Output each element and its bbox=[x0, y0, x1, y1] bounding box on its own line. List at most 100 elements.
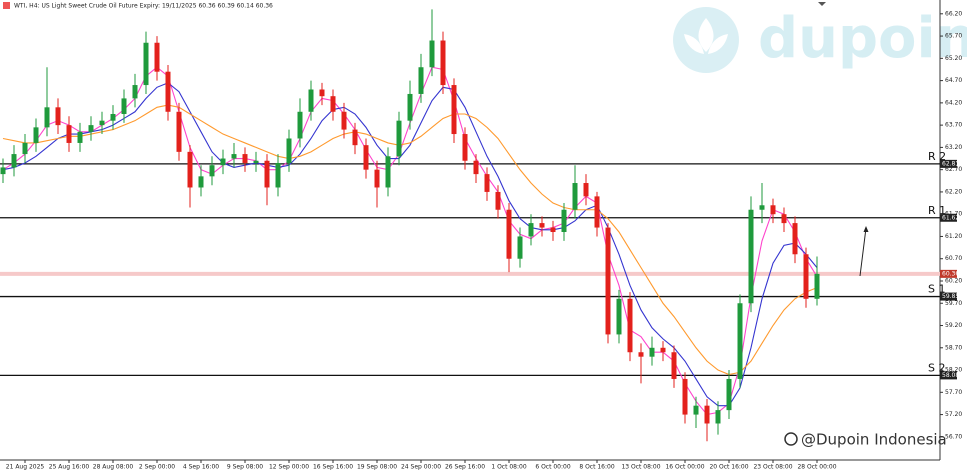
price-band bbox=[0, 271, 940, 276]
candle-body bbox=[396, 120, 402, 157]
y-tick-label: 56.70 bbox=[945, 433, 962, 440]
candle-body bbox=[770, 205, 776, 215]
level-name: R 2 bbox=[928, 150, 946, 163]
x-tick-label: 2 Sep 00:00 bbox=[139, 464, 175, 471]
candle-body bbox=[462, 134, 468, 161]
menu-caret bbox=[818, 2, 826, 6]
level-name: S 1 bbox=[928, 283, 945, 296]
candle-body bbox=[660, 347, 666, 353]
candle-body bbox=[638, 352, 644, 357]
candle-body bbox=[341, 111, 347, 130]
candle-body bbox=[715, 410, 721, 424]
candle-body bbox=[385, 156, 391, 188]
candle-body bbox=[517, 236, 523, 259]
candle-body bbox=[429, 40, 435, 68]
candle-body bbox=[814, 273, 820, 299]
candle-body bbox=[297, 111, 303, 139]
candle-body bbox=[671, 352, 677, 379]
candle-body bbox=[792, 223, 798, 255]
candle-body bbox=[352, 129, 358, 146]
candle-body bbox=[242, 154, 248, 163]
x-tick-label: 9 Sep 08:00 bbox=[227, 464, 263, 471]
x-tick-label: 25 Aug 16:00 bbox=[49, 464, 90, 471]
x-tick-label: 28 Aug 08:00 bbox=[93, 464, 134, 471]
candle-body bbox=[726, 378, 732, 411]
y-tick-label: 60.70 bbox=[945, 255, 962, 262]
x-tick-label: 16 Oct 00:00 bbox=[665, 464, 704, 471]
candle-body bbox=[407, 93, 413, 121]
candle-body bbox=[561, 209, 567, 233]
trend-arrow-head bbox=[863, 226, 869, 232]
y-tick-label: 57.70 bbox=[945, 389, 962, 396]
candle-body bbox=[154, 42, 160, 72]
candle-body bbox=[253, 160, 259, 163]
candle-body bbox=[308, 89, 314, 112]
candle-body bbox=[11, 154, 17, 168]
x-tick-label: 12 Sep 00:00 bbox=[269, 464, 309, 471]
candle-body bbox=[187, 151, 193, 188]
x-tick-label: 23 Oct 08:00 bbox=[753, 464, 792, 471]
y-tick-label: 61.70 bbox=[945, 211, 962, 218]
candle-body bbox=[803, 254, 809, 299]
x-tick-label: 13 Oct 08:00 bbox=[621, 464, 660, 471]
level-tag bbox=[940, 213, 957, 222]
candle-body bbox=[704, 405, 710, 424]
candle-body bbox=[209, 165, 215, 177]
candle-body bbox=[594, 196, 600, 228]
y-tick-label: 58.20 bbox=[945, 367, 962, 374]
candle-body bbox=[319, 89, 325, 97]
moving-average bbox=[2, 82, 818, 407]
candle-body bbox=[682, 378, 688, 415]
level-name: S 2 bbox=[928, 361, 945, 374]
candle-body bbox=[583, 183, 589, 197]
candle-body bbox=[539, 223, 545, 228]
y-tick-label: 60.20 bbox=[945, 277, 962, 284]
candle-body bbox=[0, 167, 6, 175]
header: WTI, H4: US Light Sweet Crude Oil Future… bbox=[14, 3, 273, 10]
candle-body bbox=[55, 107, 61, 126]
y-tick-label: 64.20 bbox=[945, 99, 962, 106]
candle-body bbox=[110, 113, 116, 121]
y-tick-label: 65.20 bbox=[945, 55, 962, 62]
candle-body bbox=[88, 125, 94, 132]
watermark-logo bbox=[673, 7, 739, 73]
price-label: 60.36 bbox=[942, 270, 959, 277]
x-tick-label: 1 Oct 08:00 bbox=[491, 464, 526, 471]
y-tick-label: 65.70 bbox=[945, 33, 962, 40]
candle-body bbox=[176, 111, 182, 152]
y-tick-label: 62.70 bbox=[945, 166, 962, 173]
candle-body bbox=[66, 125, 72, 143]
level-value: 59.85 bbox=[942, 293, 959, 300]
y-tick-label: 58.70 bbox=[945, 344, 962, 351]
candle-body bbox=[330, 96, 336, 112]
x-tick-label: 16 Sep 16:00 bbox=[313, 464, 353, 471]
candle-body bbox=[484, 174, 490, 192]
candle-body bbox=[165, 71, 171, 112]
y-tick-label: 63.70 bbox=[945, 122, 962, 129]
x-tick-label: 6 Oct 00:00 bbox=[535, 464, 570, 471]
candle-body bbox=[44, 107, 50, 128]
candle-body bbox=[418, 67, 424, 94]
candle-body bbox=[473, 160, 479, 175]
candle-body bbox=[693, 405, 699, 415]
y-tick-label: 57.20 bbox=[945, 411, 962, 418]
candle-body bbox=[363, 145, 369, 170]
candle-body bbox=[781, 214, 787, 224]
price-tag bbox=[940, 269, 957, 278]
x-tick-label: 21 Aug 2025 bbox=[6, 464, 45, 471]
level-value: 62.83 bbox=[942, 160, 959, 167]
moving-average bbox=[2, 104, 818, 376]
candle-body bbox=[275, 162, 281, 188]
x-tick-label: 19 Sep 08:00 bbox=[357, 464, 397, 471]
y-tick-label: 63.20 bbox=[945, 144, 962, 151]
candle-body bbox=[99, 120, 105, 126]
y-tick-label: 59.20 bbox=[945, 322, 962, 329]
watermark-text: dupoin bbox=[758, 6, 967, 71]
candle-body bbox=[616, 298, 622, 335]
candle-body bbox=[77, 131, 83, 143]
x-tick-label: 4 Sep 16:00 bbox=[183, 464, 219, 471]
credit-icon bbox=[784, 432, 798, 446]
candle-body bbox=[264, 160, 270, 188]
level-name: R 1 bbox=[928, 204, 946, 217]
